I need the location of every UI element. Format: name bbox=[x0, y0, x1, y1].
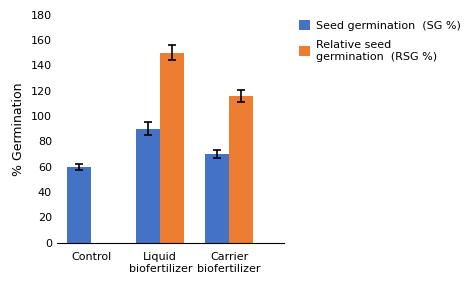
Y-axis label: % Germination: % Germination bbox=[12, 82, 25, 176]
Bar bbox=[136, 129, 160, 243]
Bar bbox=[160, 53, 184, 243]
Legend: Seed germination  (SG %), Relative seed
germination  (RSG %): Seed germination (SG %), Relative seed g… bbox=[299, 20, 461, 62]
Bar bbox=[205, 154, 229, 243]
Bar bbox=[67, 167, 91, 243]
Bar bbox=[229, 96, 254, 243]
